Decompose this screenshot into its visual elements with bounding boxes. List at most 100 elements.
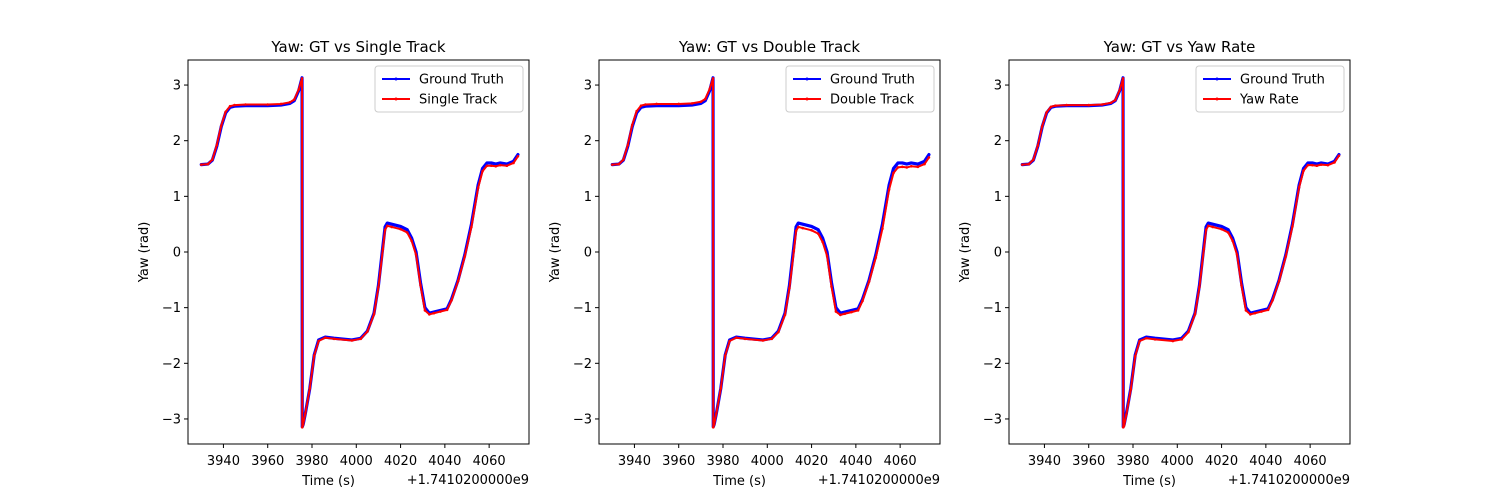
y-tick-label: −1 (983, 301, 1002, 316)
x-tick-label: 4040 (839, 454, 872, 469)
data-point (783, 313, 787, 317)
data-point (485, 164, 489, 168)
data-point (610, 163, 614, 166)
data-point (1113, 98, 1117, 102)
x-tick-label: 3980 (706, 454, 739, 469)
data-point (1311, 163, 1314, 167)
data-point (1206, 224, 1210, 228)
data-point (1202, 247, 1206, 251)
data-point (892, 171, 895, 175)
data-point (498, 163, 502, 167)
data-point (916, 165, 920, 169)
x-tick-label: 3960 (251, 454, 284, 469)
data-point (463, 255, 467, 258)
data-point (372, 313, 376, 316)
data-point (350, 339, 354, 342)
data-point (228, 104, 232, 108)
data-point (816, 228, 820, 232)
legend-label: Ground Truth (1240, 73, 1325, 88)
data-point (905, 162, 909, 166)
data-point (1049, 105, 1053, 109)
legend-marker (805, 97, 809, 101)
y-tick-label: 1 (584, 190, 592, 205)
data-point (279, 102, 283, 106)
data-point (1087, 103, 1091, 107)
x-tick-label: 3940 (1028, 454, 1061, 469)
data-point (1020, 163, 1024, 166)
data-point (644, 103, 647, 106)
data-point (423, 309, 427, 312)
data-point (901, 165, 904, 169)
data-point (224, 110, 227, 114)
y-tick-label: 2 (173, 134, 181, 149)
data-point (445, 308, 449, 312)
data-point (300, 77, 304, 80)
data-point (1187, 330, 1190, 334)
data-point (1171, 339, 1175, 343)
legend-marker (394, 97, 398, 101)
data-point (1326, 163, 1330, 167)
data-point (796, 225, 800, 229)
data-point (1036, 144, 1040, 147)
data-point (1109, 101, 1113, 105)
data-point (1226, 228, 1230, 232)
x-tick-label: 4000 (340, 454, 373, 469)
data-point (1231, 239, 1234, 243)
data-point (1180, 338, 1184, 341)
data-point (927, 153, 931, 156)
data-point (1244, 309, 1248, 312)
y-tick-label: 0 (994, 246, 1002, 261)
data-point (266, 103, 270, 106)
x-tick-label: 4000 (1161, 454, 1194, 469)
data-point (1100, 103, 1104, 106)
y-tick-label: 3 (994, 79, 1002, 94)
data-point (1054, 104, 1057, 107)
data-point (816, 232, 820, 235)
data-point (377, 285, 380, 289)
data-point (626, 143, 630, 147)
y-tick-label: 3 (173, 79, 181, 94)
data-point (874, 256, 878, 259)
data-point (244, 103, 247, 106)
data-point (1235, 253, 1239, 257)
data-point (1306, 163, 1310, 167)
data-point (1211, 222, 1215, 226)
data-point (297, 88, 301, 91)
data-point (867, 280, 871, 283)
data-point (1220, 227, 1223, 231)
data-point (1032, 158, 1035, 161)
data-point (896, 161, 900, 165)
y-axis-label: Yaw (rad) (137, 222, 152, 284)
legend: Ground Truth Yaw Rate (1195, 65, 1345, 113)
x-tick-label: 4020 (384, 454, 417, 469)
x-tick-label: 3940 (618, 454, 651, 469)
data-point (909, 165, 913, 168)
data-point (304, 412, 307, 415)
x-axis-offset: +1.7410200000e9 (407, 473, 529, 488)
data-point (796, 221, 800, 225)
data-point (323, 336, 327, 340)
data-point (199, 163, 203, 166)
legend: Ground Truth Single Track (374, 65, 524, 113)
x-tick-label: 4020 (1205, 454, 1238, 469)
data-point (712, 423, 716, 426)
data-point (834, 310, 838, 313)
x-axis-offset: +1.7410200000e9 (1228, 473, 1350, 488)
x-axis-label: Time (s) (301, 474, 355, 489)
data-point (383, 228, 387, 232)
data-point (419, 284, 422, 287)
data-point (916, 162, 920, 166)
y-tick-label: 0 (584, 246, 592, 261)
y-tick-label: −1 (162, 301, 181, 316)
x-tick-label: 4040 (428, 454, 461, 469)
data-point (788, 286, 791, 290)
data-point (428, 313, 431, 316)
data-point (390, 222, 394, 226)
data-point (1153, 338, 1157, 341)
data-point (1311, 161, 1314, 165)
data-point (1271, 299, 1274, 302)
data-point (1284, 255, 1288, 258)
data-point (1204, 228, 1208, 232)
data-point (505, 164, 509, 168)
